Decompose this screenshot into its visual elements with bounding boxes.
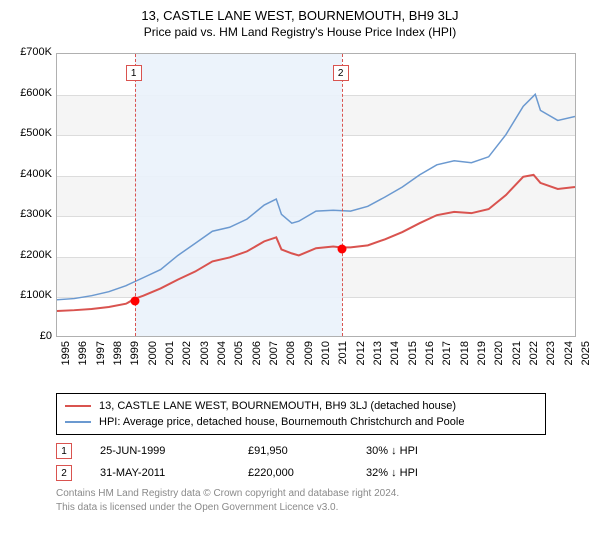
event-marker-badge: 1 bbox=[126, 65, 142, 81]
x-axis-label: 2025 bbox=[580, 341, 592, 381]
x-axis-label: 2015 bbox=[407, 341, 419, 381]
callout-date: 25-JUN-1999 bbox=[100, 445, 220, 457]
footer: Contains HM Land Registry data © Crown c… bbox=[56, 487, 590, 514]
legend-swatch bbox=[65, 421, 91, 423]
y-axis-label: £500K bbox=[10, 127, 52, 139]
x-axis-label: 2002 bbox=[181, 341, 193, 381]
x-axis-label: 1995 bbox=[60, 341, 72, 381]
event-marker-badge: 2 bbox=[333, 65, 349, 81]
legend: 13, CASTLE LANE WEST, BOURNEMOUTH, BH9 3… bbox=[56, 393, 546, 435]
x-axis-label: 2016 bbox=[424, 341, 436, 381]
chart-container: 13, CASTLE LANE WEST, BOURNEMOUTH, BH9 3… bbox=[0, 0, 600, 522]
x-axis-label: 2024 bbox=[563, 341, 575, 381]
callouts-table: 1 25-JUN-1999 £91,950 30% ↓ HPI 2 31-MAY… bbox=[56, 443, 590, 481]
x-axis-label: 2003 bbox=[199, 341, 211, 381]
x-axis-label: 2023 bbox=[545, 341, 557, 381]
y-axis-label: £600K bbox=[10, 87, 52, 99]
x-axis-label: 2001 bbox=[164, 341, 176, 381]
chart-subtitle: Price paid vs. HM Land Registry's House … bbox=[10, 25, 590, 39]
callout-badge: 2 bbox=[56, 465, 72, 481]
chart-title: 13, CASTLE LANE WEST, BOURNEMOUTH, BH9 3… bbox=[10, 8, 590, 23]
x-axis-label: 2022 bbox=[528, 341, 540, 381]
chart-region: £0 £100K £200K £300K £400K £500K £600K £700K 1 2 1… bbox=[10, 47, 590, 387]
y-axis-label: £700K bbox=[10, 46, 52, 58]
callout-row: 2 31-MAY-2011 £220,000 32% ↓ HPI bbox=[56, 465, 590, 481]
callout-delta: 30% ↓ HPI bbox=[366, 445, 418, 457]
footer-line: Contains HM Land Registry data © Crown c… bbox=[56, 487, 590, 501]
x-axis-label: 2018 bbox=[459, 341, 471, 381]
callout-date: 31-MAY-2011 bbox=[100, 467, 220, 479]
legend-label: 13, CASTLE LANE WEST, BOURNEMOUTH, BH9 3… bbox=[99, 398, 456, 414]
footer-line: This data is licensed under the Open Gov… bbox=[56, 501, 590, 515]
plot-area bbox=[56, 53, 576, 337]
callout-price: £91,950 bbox=[248, 445, 338, 457]
y-axis-label: £300K bbox=[10, 208, 52, 220]
y-axis-label: £0 bbox=[10, 330, 52, 342]
x-axis-label: 2013 bbox=[372, 341, 384, 381]
legend-item: HPI: Average price, detached house, Bour… bbox=[65, 414, 537, 430]
x-axis-label: 2017 bbox=[441, 341, 453, 381]
x-axis-label: 2004 bbox=[216, 341, 228, 381]
callout-delta: 32% ↓ HPI bbox=[366, 467, 418, 479]
callout-badge: 1 bbox=[56, 443, 72, 459]
x-axis-label: 2000 bbox=[147, 341, 159, 381]
x-axis-label: 2021 bbox=[511, 341, 523, 381]
legend-item: 13, CASTLE LANE WEST, BOURNEMOUTH, BH9 3… bbox=[65, 398, 537, 414]
x-axis-label: 2019 bbox=[476, 341, 488, 381]
legend-swatch bbox=[65, 405, 91, 407]
x-axis-label: 1996 bbox=[77, 341, 89, 381]
x-axis-label: 2008 bbox=[285, 341, 297, 381]
x-axis-label: 2005 bbox=[233, 341, 245, 381]
x-axis-label: 2012 bbox=[355, 341, 367, 381]
x-axis-label: 2006 bbox=[251, 341, 263, 381]
x-axis-label: 2020 bbox=[493, 341, 505, 381]
callout-row: 1 25-JUN-1999 £91,950 30% ↓ HPI bbox=[56, 443, 590, 459]
callout-price: £220,000 bbox=[248, 467, 338, 479]
x-axis-label: 2010 bbox=[320, 341, 332, 381]
x-axis-label: 1999 bbox=[129, 341, 141, 381]
y-axis-label: £100K bbox=[10, 289, 52, 301]
x-axis-label: 2014 bbox=[389, 341, 401, 381]
y-axis-label: £200K bbox=[10, 249, 52, 261]
y-axis-label: £400K bbox=[10, 168, 52, 180]
x-axis-label: 2009 bbox=[303, 341, 315, 381]
x-axis-label: 1997 bbox=[95, 341, 107, 381]
data-marker bbox=[337, 244, 346, 253]
legend-label: HPI: Average price, detached house, Bour… bbox=[99, 414, 464, 430]
data-marker bbox=[130, 296, 139, 305]
x-axis-label: 1998 bbox=[112, 341, 124, 381]
x-axis-label: 2007 bbox=[268, 341, 280, 381]
x-axis-label: 2011 bbox=[337, 341, 349, 381]
